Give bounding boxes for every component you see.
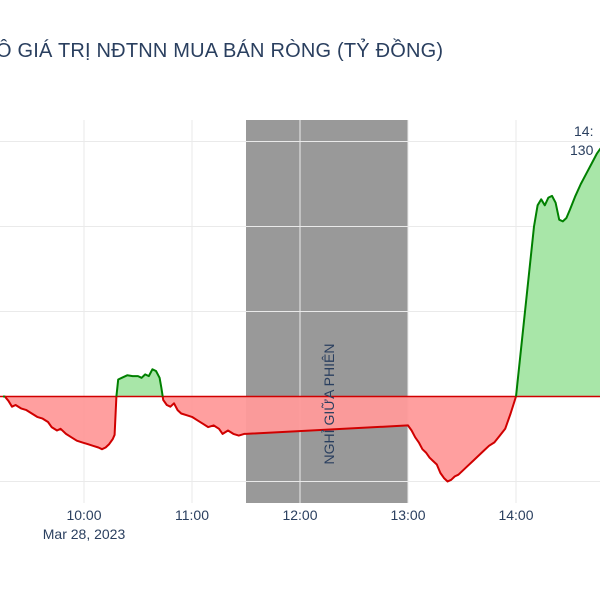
- x-tick-label: 11:00: [175, 507, 209, 523]
- gridlines: [0, 120, 600, 503]
- x-tick-label: 10:00: [66, 507, 101, 523]
- positive-area: [3, 149, 600, 397]
- negative-series-line: [3, 395, 517, 483]
- last-point-annotation-time: 14:: [574, 123, 593, 139]
- break-band-label: NGHỈ GIỮA PHIÊN: [321, 344, 337, 465]
- x-tick-label: 12:00: [282, 507, 317, 523]
- positive-series-line: [3, 147, 600, 398]
- last-point-annotation-value: 130: [570, 142, 594, 158]
- x-axis-ticks: 10:00 11:00 12:00 13:00 14:00: [66, 507, 533, 523]
- x-axis-date-label: Mar 28, 2023: [43, 526, 126, 542]
- negative-area: [3, 396, 600, 482]
- x-tick-label: 13:00: [390, 507, 425, 523]
- chart-title: Ô GIÁ TRỊ NĐTNN MUA BÁN RÒNG (TỶ ĐỒNG): [0, 40, 444, 62]
- x-tick-label: 14:00: [498, 507, 533, 523]
